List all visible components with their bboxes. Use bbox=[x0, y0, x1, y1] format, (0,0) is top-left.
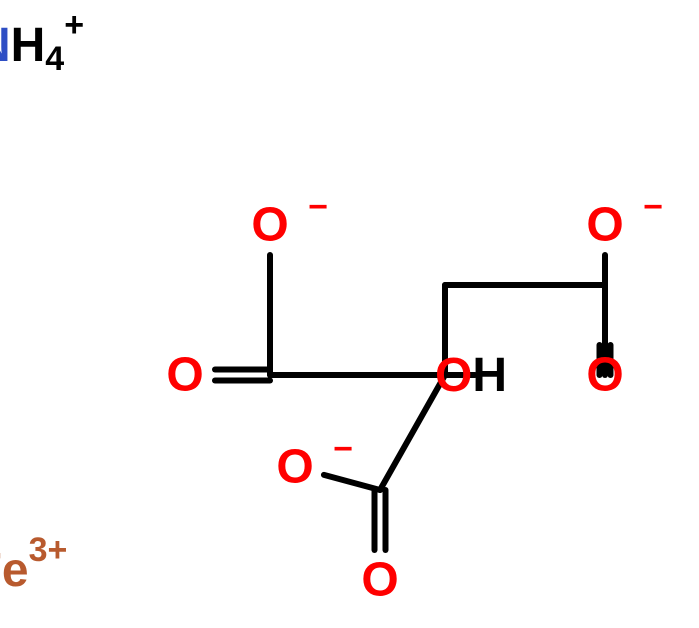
oxygen-atom: O bbox=[586, 349, 623, 402]
molecule-diagram: O−OO−OO−OOHNH4+Fe3+ bbox=[0, 0, 699, 628]
oxygen-atom: O bbox=[166, 349, 203, 402]
oxygen-atom: O bbox=[586, 199, 623, 252]
oxygen-atom: O bbox=[361, 554, 398, 607]
bond bbox=[324, 475, 380, 490]
iron-ion: Fe3+ bbox=[0, 531, 67, 597]
charge-minus: − bbox=[643, 188, 663, 226]
charge-minus: − bbox=[333, 430, 353, 468]
oxygen-atom: O bbox=[276, 441, 313, 494]
ammonium-ion: NH4+ bbox=[0, 6, 84, 78]
hydroxyl-group: OH bbox=[435, 349, 507, 402]
oxygen-atom: O bbox=[251, 199, 288, 252]
charge-minus: − bbox=[308, 188, 328, 226]
